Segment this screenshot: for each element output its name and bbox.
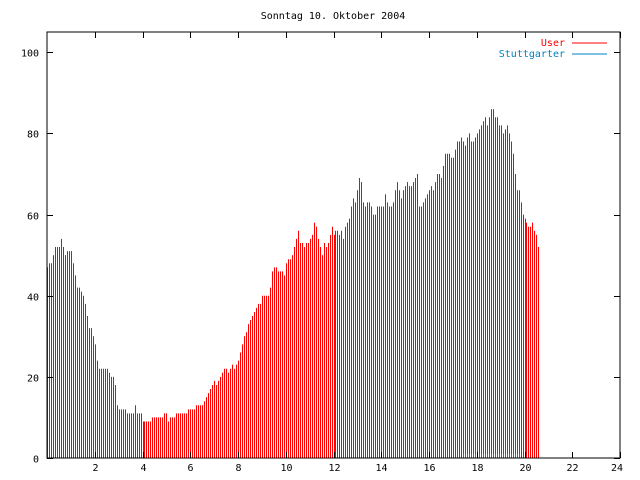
y-tick-label: 20 xyxy=(27,374,39,385)
x-tick-label: 8 xyxy=(235,463,241,474)
x-tick-label: 4 xyxy=(140,463,146,474)
x-tick-label: 20 xyxy=(519,463,531,474)
x-tick-label: 22 xyxy=(566,463,578,474)
y-ticks: 0 20 40 60 80 100 xyxy=(21,49,620,466)
x-tick-label: 14 xyxy=(375,463,387,474)
y-tick-label: 100 xyxy=(21,49,39,60)
y-tick-label: 60 xyxy=(27,212,39,223)
x-tick-label: 12 xyxy=(328,463,340,474)
x-tick-label: 6 xyxy=(187,463,193,474)
x-tick-label: 2 xyxy=(92,463,98,474)
legend-label: User xyxy=(541,38,565,49)
x-tick-label: 18 xyxy=(471,463,483,474)
bars-layer xyxy=(47,109,539,458)
y-tick-label: 80 xyxy=(27,130,39,141)
y-tick-label: 40 xyxy=(27,293,39,304)
x-tick-label: 10 xyxy=(280,463,292,474)
chart-title: Sonntag 10. Oktober 2004 xyxy=(261,11,406,22)
axes xyxy=(46,31,621,459)
legend-label: Stuttgarter xyxy=(499,49,565,60)
x-tick-label: 24 xyxy=(611,463,623,474)
y-tick-label: 0 xyxy=(33,455,39,466)
plot-frame xyxy=(46,31,621,459)
x-tick-label: 16 xyxy=(423,463,435,474)
x-ticks: 2 4 6 8 10 12 14 16 18 20 22 24 xyxy=(92,32,623,474)
